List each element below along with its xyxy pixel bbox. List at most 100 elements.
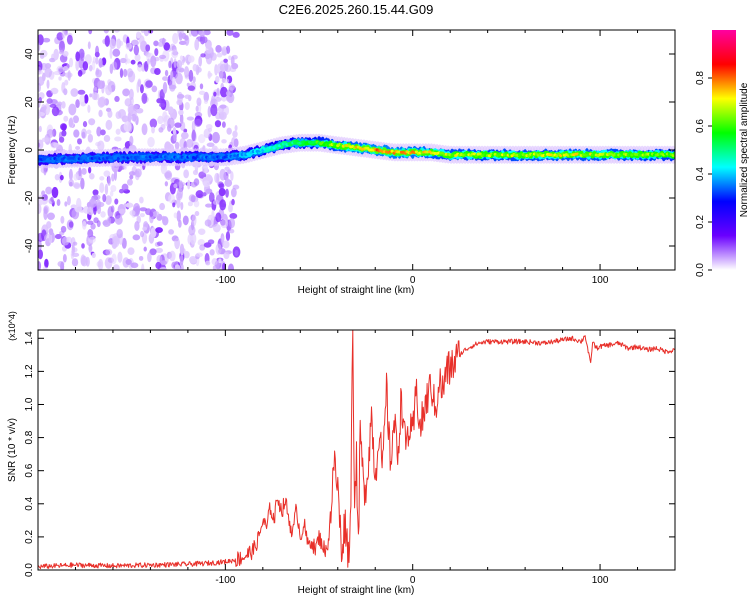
- spectrogram-noise-speckle: [227, 263, 234, 270]
- spectrogram-noise-speckle: [219, 199, 227, 211]
- spectrogram-noise-speckle: [116, 38, 122, 49]
- spectrogram-noise-speckle: [231, 62, 239, 70]
- spectrogram-noise-speckle: [216, 87, 220, 96]
- spectrogram-noise-speckle: [84, 94, 89, 104]
- spectrogram-noise-speckle: [82, 61, 89, 71]
- spectrogram-noise-speckle: [66, 63, 70, 70]
- spectrogram-noise-speckle: [185, 139, 194, 148]
- spectrogram-noise-speckle: [72, 115, 79, 124]
- spectrogram-noise-speckle: [61, 30, 66, 39]
- spectrogram-noise-speckle: [125, 42, 133, 50]
- spectrogram-noise-speckle: [162, 111, 168, 123]
- spectrogram-noise-speckle: [169, 250, 176, 262]
- snr-y-label: SNR (10 * v/v): [7, 418, 18, 482]
- spectrogram-noise-speckle: [202, 192, 207, 197]
- snr-axes: -100 0 100 0.0 0.2 0.4 0.6 0.8 1.0 1.2 1.4: [24, 330, 676, 586]
- spectrogram-noise-speckle: [184, 101, 190, 111]
- snr-y-tick-label: 1.0: [24, 397, 35, 411]
- spectrogram-noise-speckle: [88, 243, 93, 254]
- spectrogram-noise-speckle: [88, 30, 93, 35]
- spectrogram-noise-speckle: [89, 173, 95, 180]
- spectrogram-noise-speckle: [174, 141, 180, 150]
- spectrogram-noise-speckle: [193, 200, 200, 208]
- spectrogram-noise-speckle: [105, 85, 112, 96]
- spectrogram-noise-speckle: [198, 56, 203, 67]
- spectrogram-noise-speckle: [74, 204, 83, 213]
- spectrogram-noise-speckle: [47, 212, 55, 221]
- spectrogram-noise-speckle: [91, 91, 98, 101]
- spectrogram-noise-speckle: [212, 223, 221, 233]
- spectrogram-noise-speckle: [156, 241, 163, 247]
- spectrogram-noise-speckle: [75, 59, 80, 71]
- spectrogram-noise-speckle: [109, 38, 117, 49]
- spectrogram-noise-speckle: [140, 230, 145, 238]
- spectrogram-noise-speckle: [44, 233, 52, 242]
- spectrogram-noise-speckle: [149, 212, 154, 217]
- spectrogram-noise-speckle: [184, 35, 189, 41]
- spectrogram-noise-speckle: [59, 174, 64, 181]
- spectrogram-noise-speckle: [153, 40, 159, 47]
- spectrogram-noise-speckle: [211, 131, 220, 144]
- spectrogram-y-tick-label: -20: [24, 190, 35, 205]
- spectrogram-noise-speckle: [68, 103, 77, 116]
- colorbar-gradient: [712, 30, 736, 270]
- spectrogram-noise-speckle: [88, 118, 96, 126]
- spectrogram-noise-speckle: [174, 122, 182, 128]
- spectrogram-noise-speckle: [129, 135, 134, 146]
- spectrogram-noise-speckle: [188, 69, 194, 82]
- spectrogram-noise-speckle: [112, 235, 120, 248]
- spectrogram-noise-speckle: [162, 81, 168, 94]
- spectrogram-noise-speckle: [146, 58, 151, 66]
- spectrogram-noise-speckle: [62, 254, 67, 263]
- spectrogram-noise-speckle: [203, 30, 211, 36]
- spectrogram-noise-speckle: [134, 168, 142, 178]
- colorbar-tick-label: 0.2: [695, 215, 706, 229]
- spectrogram-noise-speckle: [111, 173, 115, 182]
- spectrogram-noise-speckle: [114, 136, 122, 142]
- spectrogram-noise-speckle: [147, 252, 152, 263]
- spectrogram-noise-speckle: [135, 31, 141, 39]
- snr-x-label: Height of straight line (km): [298, 585, 415, 596]
- spectrogram-noise-speckle: [58, 76, 62, 81]
- spectrogram-noise-speckle: [157, 41, 164, 47]
- spectrogram-noise-speckle: [216, 173, 220, 185]
- spectrogram-noise-speckle: [174, 264, 181, 270]
- spectrogram-noise-speckle: [211, 258, 218, 266]
- spectrogram-noise-speckle: [44, 258, 49, 269]
- spectrogram-noise-speckle: [207, 127, 213, 133]
- spectrogram-noise-speckle: [123, 121, 132, 133]
- spectrogram-noise-speckle: [149, 248, 157, 256]
- spectrogram-noise-speckle: [168, 193, 176, 204]
- spectrogram-noise-speckle: [225, 95, 230, 102]
- spectrogram-noise-speckle: [126, 58, 131, 64]
- spectrogram-noise-speckle: [225, 231, 231, 241]
- spectrogram-noise-speckle: [226, 127, 232, 135]
- spectrogram-noise-speckle: [103, 170, 111, 177]
- spectrogram-noise-speckle: [41, 103, 46, 113]
- spectrogram-noise-speckle: [127, 112, 132, 124]
- spectrogram-noise-speckle: [215, 212, 222, 223]
- spectrogram-noise-speckle: [174, 236, 179, 242]
- spectrogram-noise-speckle: [203, 91, 210, 103]
- spectrogram-noise-speckle: [212, 199, 220, 205]
- spectrogram-noise-speckle: [129, 210, 136, 216]
- spectrogram-noise-speckle: [221, 121, 226, 128]
- spectrogram-noise-speckle: [188, 224, 196, 236]
- spectrogram-noise-speckle: [179, 55, 184, 61]
- spectrogram-noise-speckle: [151, 85, 158, 93]
- spectrogram-noise-speckle: [187, 179, 191, 190]
- spectrogram-noise-speckle: [38, 261, 42, 270]
- spectrogram-y-tick-label: -40: [24, 238, 35, 253]
- spectrogram-noise-speckle: [60, 215, 65, 224]
- spectrogram-noise-speckle: [192, 76, 196, 83]
- spectrogram-noise-speckle: [208, 192, 215, 203]
- snr-x-tick-label: 100: [592, 575, 609, 586]
- spectrogram-noise-speckle: [89, 93, 93, 98]
- spectrogram-noise-speckle: [215, 75, 220, 84]
- spectrogram-noise-speckle: [38, 125, 42, 133]
- snr-series-line: [38, 330, 675, 570]
- colorbar-tick-label: 0.8: [695, 71, 706, 85]
- spectrogram-noise-speckle: [58, 40, 66, 53]
- spectrogram-noise-speckle: [109, 47, 113, 59]
- spectrogram-noise-speckle: [61, 129, 67, 137]
